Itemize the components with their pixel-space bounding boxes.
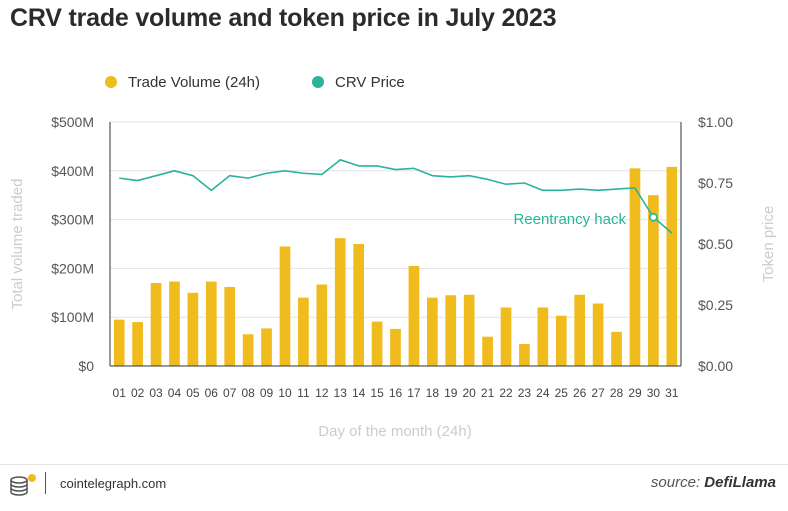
legend-label-price: CRV Price [335, 74, 405, 91]
brand-name[interactable]: cointelegraph.com [60, 476, 167, 491]
x-tick-label: 02 [131, 386, 145, 400]
volume-bar [132, 322, 143, 366]
y-right-tick-label: $0.25 [698, 297, 733, 313]
x-tick-label: 17 [407, 386, 421, 400]
x-tick-label: 25 [555, 386, 569, 400]
x-tick-label: 15 [370, 386, 384, 400]
volume-bar [426, 297, 438, 366]
annotation-marker [649, 212, 658, 222]
volume-bar [648, 195, 659, 366]
x-tick-label: 31 [665, 386, 679, 400]
y-left-tick-label: $100M [51, 309, 94, 325]
volume-bar [500, 307, 512, 366]
x-tick-label: 05 [186, 386, 200, 400]
x-tick-label: 30 [647, 386, 661, 400]
volume-bar [242, 334, 254, 366]
x-tick-label: 19 [444, 386, 458, 400]
volume-bar [150, 283, 162, 366]
volume-bar [574, 294, 586, 366]
volume-bar [555, 315, 567, 366]
x-tick-label: 08 [241, 386, 255, 400]
volume-bar [666, 166, 678, 366]
x-tick-label: 09 [260, 386, 274, 400]
volume-bar [261, 328, 272, 366]
volume-bar [592, 303, 604, 366]
volume-bar [298, 297, 309, 366]
x-tick-label: 14 [352, 386, 366, 400]
y-left-tick-label: $400M [51, 163, 94, 179]
cointelegraph-logo-icon [10, 474, 36, 496]
x-tick-label: 16 [389, 386, 403, 400]
legend-label-volume: Trade Volume (24h) [128, 74, 260, 91]
y-right-tick-label: $0.75 [698, 175, 733, 191]
x-tick-label: 13 [334, 386, 348, 400]
volume-bar [205, 281, 217, 366]
y-left-axis-title: Total volume traded [9, 179, 26, 310]
x-tick-label: 26 [573, 386, 587, 400]
y-right-axis-title: Token price [760, 206, 777, 283]
x-tick-label: 27 [591, 386, 605, 400]
volume-bar [371, 321, 383, 366]
x-tick-label: 20 [462, 386, 476, 400]
y-right-tick-label: $0.00 [698, 358, 733, 374]
source-name: DefiLlama [704, 474, 776, 491]
y-left-tick-label: $300M [51, 212, 94, 228]
volume-bar [353, 244, 365, 366]
volume-bar [113, 319, 125, 366]
volume-bar [463, 294, 475, 366]
y-left-tick-label: $500M [51, 114, 94, 130]
x-tick-label: 01 [113, 386, 127, 400]
x-tick-label: 06 [205, 386, 219, 400]
volume-bar [169, 281, 180, 366]
x-tick-label: 21 [481, 386, 495, 400]
volume-bar [334, 238, 346, 366]
x-tick-label: 18 [426, 386, 440, 400]
volume-bar [224, 286, 236, 366]
volume-bar [316, 284, 328, 366]
volume-bar [537, 307, 549, 366]
footer-separator [45, 472, 46, 494]
x-axis-title: Day of the month (24h) [318, 423, 471, 440]
y-right-tick-label: $0.50 [698, 236, 733, 252]
x-tick-label: 23 [518, 386, 532, 400]
source-credit: source: DefiLlama [651, 474, 776, 491]
x-tick-label: 11 [297, 386, 310, 400]
volume-bar [279, 246, 291, 366]
footer-divider [0, 464, 788, 465]
volume-bar [408, 265, 420, 366]
volume-bar [519, 344, 530, 366]
volume-bar [611, 331, 622, 366]
x-tick-label: 29 [628, 386, 642, 400]
volume-bar [187, 292, 199, 366]
x-tick-label: 24 [536, 386, 550, 400]
volume-bar [445, 295, 457, 366]
x-tick-label: 07 [223, 386, 237, 400]
x-tick-label: 28 [610, 386, 624, 400]
y-right-tick-label: $1.00 [698, 114, 733, 130]
source-prefix: source: [650, 474, 701, 491]
volume-bar [629, 168, 641, 366]
legend-swatch-volume [105, 76, 117, 88]
x-tick-label: 12 [315, 386, 329, 400]
y-left-tick-label: $0 [78, 358, 94, 374]
x-tick-label: 03 [149, 386, 163, 400]
volume-bar [482, 336, 493, 366]
volume-bar [390, 328, 401, 366]
x-tick-label: 04 [168, 386, 182, 400]
annotation-label: Reentrancy hack [513, 211, 626, 228]
price-line [119, 159, 673, 234]
x-tick-label: 22 [499, 386, 513, 400]
legend-swatch-price [312, 76, 324, 88]
chart-title: CRV trade volume and token price in July… [10, 4, 557, 32]
x-tick-label: 10 [278, 386, 292, 400]
y-left-tick-label: $200M [51, 260, 94, 276]
